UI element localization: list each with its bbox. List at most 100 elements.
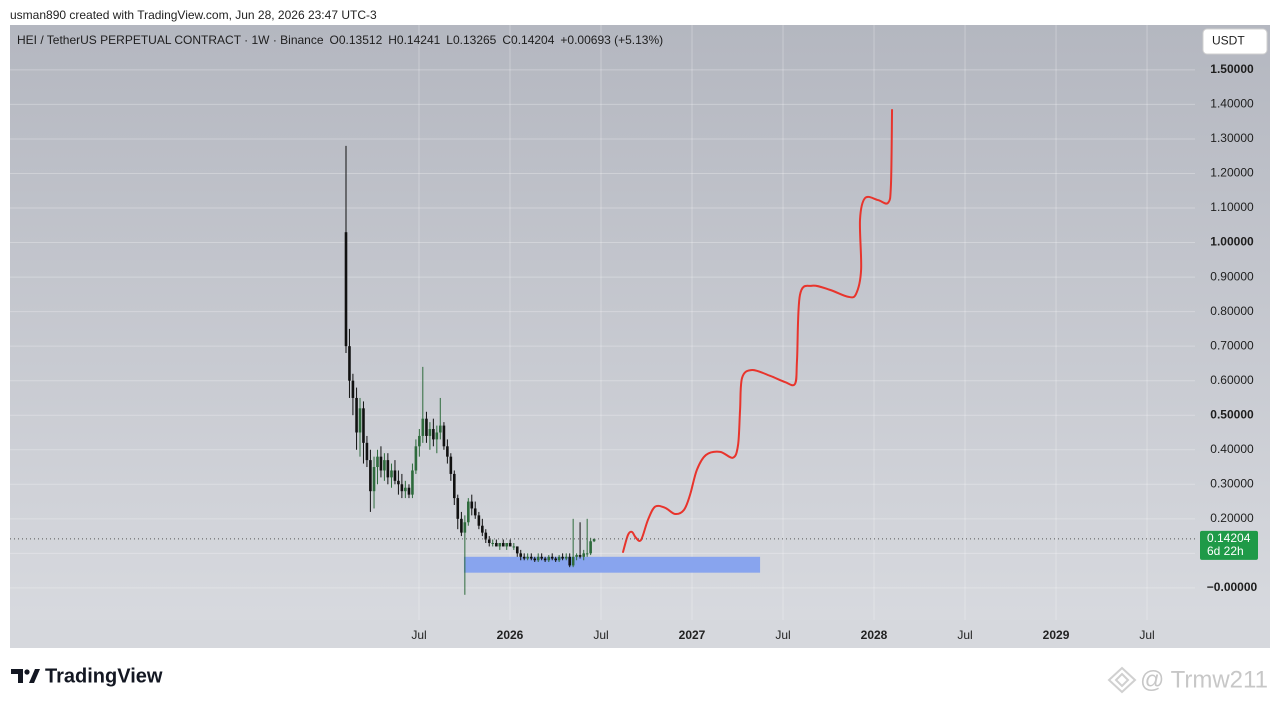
candle <box>460 511 463 537</box>
candle <box>512 542 516 550</box>
candle <box>508 539 512 547</box>
candle-body <box>421 418 425 436</box>
x-tick-label: 2026 <box>497 628 524 642</box>
candle <box>543 556 547 562</box>
candle-body <box>473 508 477 516</box>
candle <box>557 555 561 562</box>
candle <box>355 387 358 450</box>
x-tick-label: 2029 <box>1043 628 1070 642</box>
candle <box>578 522 582 559</box>
y-tick-label: 0.30000 <box>1210 476 1254 490</box>
legend-value: H0.14241 <box>388 33 440 47</box>
candle-body <box>533 558 537 561</box>
y-tick-label: 0.90000 <box>1210 269 1254 283</box>
candle-body <box>501 542 505 547</box>
candle <box>452 470 456 506</box>
candle-body <box>404 487 407 492</box>
candle-body <box>575 555 578 557</box>
candle <box>449 453 453 481</box>
candle <box>369 449 372 512</box>
candle-body <box>554 558 557 561</box>
projection-path <box>622 108 894 553</box>
candle-body <box>505 542 509 547</box>
candle-body <box>519 553 523 557</box>
candle-body <box>355 397 358 433</box>
candle <box>407 484 411 499</box>
candle <box>358 397 362 457</box>
legend-value: C0.14204 <box>502 33 554 47</box>
candle <box>526 553 529 561</box>
grid-layer <box>10 25 1195 620</box>
candle-body <box>414 446 418 471</box>
candle <box>411 463 414 499</box>
candle <box>540 553 543 561</box>
candle-body <box>557 556 561 561</box>
candle <box>495 539 498 547</box>
symbol: HEI / TetherUS PERPETUAL CONTRACT · 1W ·… <box>17 33 324 47</box>
candle <box>442 422 446 450</box>
candle <box>351 373 355 416</box>
candle <box>487 536 491 547</box>
candle-body <box>508 542 512 547</box>
candle <box>446 439 449 464</box>
currency-label: USDT <box>1212 34 1245 48</box>
candle-body <box>362 408 365 443</box>
candle <box>404 480 407 499</box>
candle-body <box>515 546 519 554</box>
candle-body <box>449 456 453 474</box>
x-tick-label: Jul <box>957 628 972 642</box>
x-tick-label: Jul <box>593 628 608 642</box>
candle-body <box>379 456 383 471</box>
candle <box>582 549 586 561</box>
tradingview-logo: TradingView <box>11 665 163 687</box>
y-tick-label: 0.60000 <box>1210 373 1254 387</box>
candle <box>554 556 557 562</box>
candle <box>568 553 571 568</box>
y-tick-label: 1.10000 <box>1210 200 1254 214</box>
candle-body <box>536 556 540 561</box>
candle-body <box>564 556 568 559</box>
candle <box>418 429 421 457</box>
y-tick-label: 1.20000 <box>1210 166 1254 180</box>
candles-layer <box>344 145 596 595</box>
countdown-label: 6d 22h <box>1207 544 1244 558</box>
candle <box>344 145 348 354</box>
candle <box>491 539 495 547</box>
candle <box>498 542 502 550</box>
candle-body <box>550 556 554 559</box>
candle <box>536 553 540 562</box>
credit: usman890 created with TradingView.com, J… <box>10 8 377 22</box>
candle-body <box>393 470 397 481</box>
candle-body <box>452 473 456 499</box>
candle-body <box>561 556 564 559</box>
candle <box>432 418 435 447</box>
candle-body <box>460 518 463 533</box>
logo-mark <box>24 669 30 675</box>
candle <box>484 529 488 543</box>
y-tick-label: 1.50000 <box>1210 62 1254 76</box>
candle <box>481 518 484 537</box>
candle <box>386 453 390 485</box>
candle <box>522 553 526 561</box>
y-tick-label: 0.20000 <box>1210 511 1254 525</box>
candle <box>564 553 568 561</box>
candle-body <box>428 429 432 436</box>
watermark-icon <box>1107 666 1137 694</box>
candle <box>533 556 537 562</box>
x-tick-label: Jul <box>775 628 790 642</box>
candle-body <box>467 501 470 523</box>
candle-body <box>438 425 442 433</box>
candle-body <box>432 429 435 440</box>
axis-layer: Jul 2026 Jul 2027 Jul 2028 Jul 2029 Jul −0.00000 0… <box>10 62 1258 642</box>
currency-button[interactable] <box>1202 28 1268 55</box>
legend: HEI / TetherUS PERPETUAL CONTRACT · 1W ·… <box>17 33 663 47</box>
candle <box>372 456 376 509</box>
candle-body <box>481 525 484 533</box>
candle <box>477 511 481 530</box>
candle-body <box>446 446 449 457</box>
y-tick-label: 0.40000 <box>1210 442 1254 456</box>
candle <box>547 555 551 562</box>
candle <box>425 411 428 443</box>
